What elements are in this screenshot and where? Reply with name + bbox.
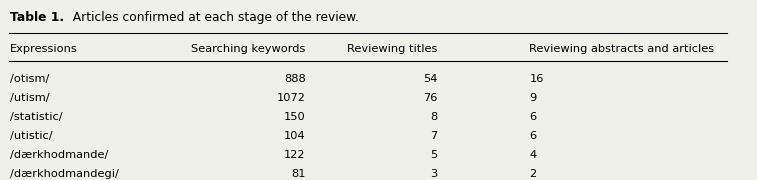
Text: 104: 104 xyxy=(284,131,306,141)
Text: Searching keywords: Searching keywords xyxy=(192,44,306,54)
Text: 2: 2 xyxy=(529,169,537,179)
Text: 888: 888 xyxy=(284,74,306,84)
Text: 5: 5 xyxy=(431,150,438,160)
Text: 4: 4 xyxy=(529,150,537,160)
Text: 122: 122 xyxy=(284,150,306,160)
Text: Reviewing titles: Reviewing titles xyxy=(347,44,438,54)
Text: Expressions: Expressions xyxy=(10,44,78,54)
Text: /statistic/: /statistic/ xyxy=(10,112,63,122)
Text: /dærkhodmandegi/: /dærkhodmandegi/ xyxy=(10,169,119,179)
Text: /otism/: /otism/ xyxy=(10,74,49,84)
Text: 1072: 1072 xyxy=(277,93,306,103)
Text: /dærkhodmande/: /dærkhodmande/ xyxy=(10,150,108,160)
Text: 3: 3 xyxy=(431,169,438,179)
Text: 54: 54 xyxy=(423,74,438,84)
Text: /utistic/: /utistic/ xyxy=(10,131,53,141)
Text: 6: 6 xyxy=(529,131,537,141)
Text: 9: 9 xyxy=(529,93,537,103)
Text: 76: 76 xyxy=(423,93,438,103)
Text: 81: 81 xyxy=(291,169,306,179)
Text: 6: 6 xyxy=(529,112,537,122)
Text: 8: 8 xyxy=(431,112,438,122)
Text: 16: 16 xyxy=(529,74,544,84)
Text: 7: 7 xyxy=(431,131,438,141)
Text: Articles confirmed at each stage of the review.: Articles confirmed at each stage of the … xyxy=(65,11,359,24)
Text: Table 1.: Table 1. xyxy=(10,11,64,24)
Text: 150: 150 xyxy=(284,112,306,122)
Text: Reviewing abstracts and articles: Reviewing abstracts and articles xyxy=(529,44,715,54)
Text: /utism/: /utism/ xyxy=(10,93,50,103)
